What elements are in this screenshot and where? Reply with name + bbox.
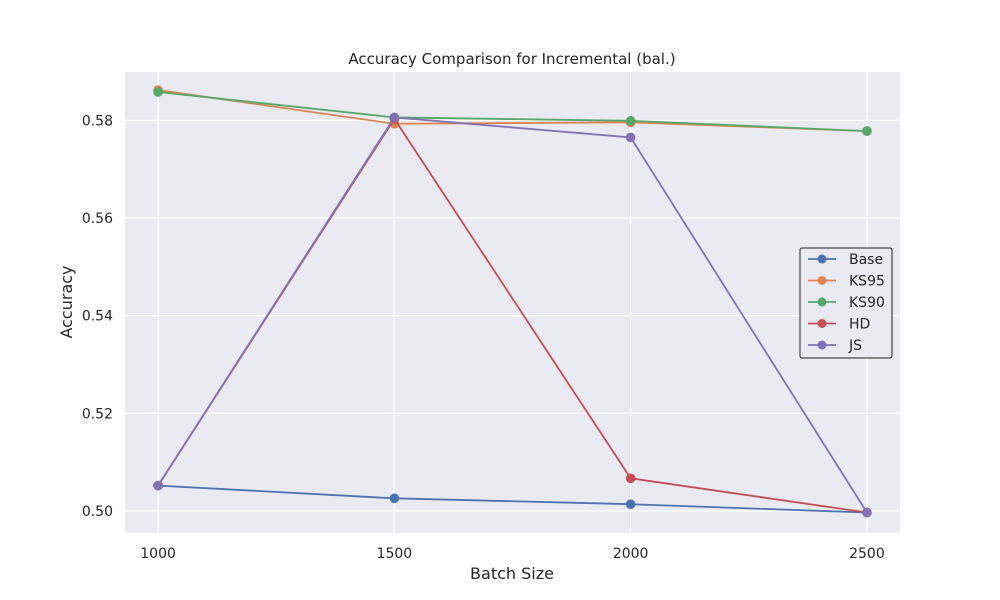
grid (125, 72, 900, 533)
legend-label-ks90: KS90 (849, 295, 885, 311)
legend-label-ks95: KS95 (849, 274, 885, 290)
y-tick-label: 0.52 (82, 406, 113, 422)
data-point-ks90 (862, 126, 872, 136)
data-point-js (153, 480, 163, 491)
y-axis-label: Accuracy (57, 265, 76, 338)
chart-title: Accuracy Comparison for Incremental (bal… (348, 50, 675, 68)
series-line-ks90 (157, 91, 867, 132)
data-point-js (862, 507, 872, 518)
x-axis-label: Batch Size (470, 564, 554, 583)
series-line-base (158, 484, 867, 514)
plot-background (125, 72, 900, 533)
legend-marker-ks95 (817, 276, 827, 285)
legend-label-hd: HD (849, 317, 870, 333)
series-layer (153, 85, 872, 518)
x-tick-label: 1000 (140, 546, 176, 562)
x-tick-label: 2500 (849, 546, 885, 562)
y-tick-label: 0.54 (82, 309, 113, 325)
legend-marker-ks90 (817, 297, 827, 307)
legend-frame (799, 247, 893, 359)
data-point-base (389, 493, 400, 504)
x-tick-label: 2000 (613, 546, 649, 562)
legend: Base KS95 KS90 HD JS (799, 247, 893, 359)
legend-marker-base (817, 254, 827, 264)
data-point-js (625, 132, 636, 143)
data-point-js (389, 112, 400, 123)
ticks: 1000 1500 2000 2500 0.50 0.52 0.54 0.56 0.58 (82, 113, 885, 562)
legend-label-js: JS (848, 338, 862, 354)
data-point-base (625, 499, 636, 509)
data-point-ks90 (625, 116, 636, 126)
data-point-hd (625, 473, 636, 484)
data-point-ks90 (153, 87, 163, 97)
legend-label-base: Base (849, 252, 883, 268)
series-line-js (157, 116, 868, 513)
y-tick-label: 0.56 (82, 211, 113, 227)
x-tick-label: 1500 (377, 546, 413, 562)
legend-marker-hd (817, 319, 827, 328)
y-tick-label: 0.50 (82, 504, 113, 520)
legend-marker-js (817, 340, 827, 350)
y-tick-label: 0.58 (82, 113, 113, 129)
